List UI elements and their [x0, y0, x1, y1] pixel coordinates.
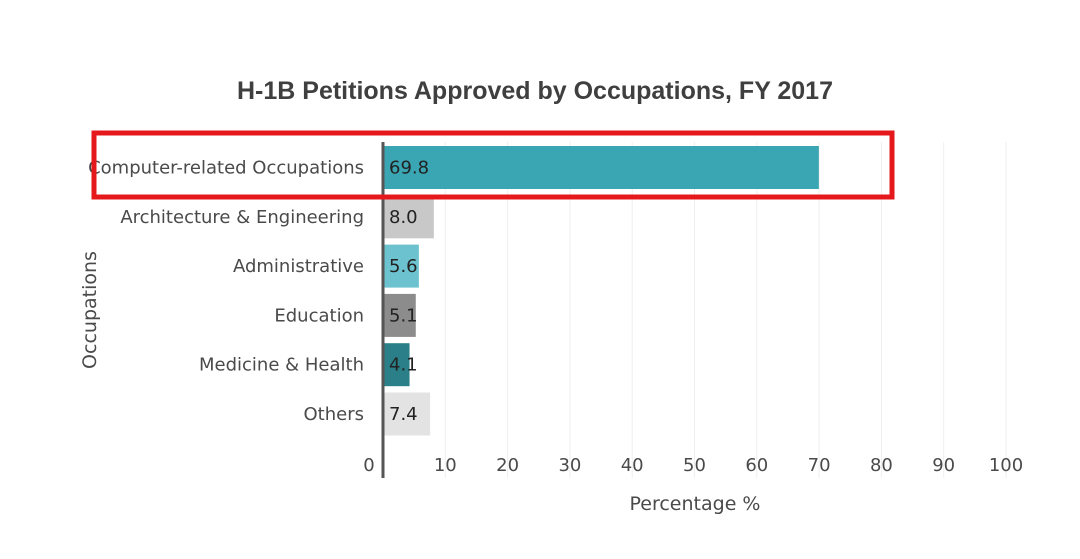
category-label: Architecture & Engineering: [120, 207, 364, 228]
category-label: Others: [304, 404, 365, 425]
x-tick-label: 10: [434, 455, 457, 476]
category-labels: Computer-related Occupations Architecture…: [88, 158, 364, 426]
data-label: 8.0: [389, 207, 418, 228]
category-label: Computer-related Occupations: [88, 158, 364, 179]
x-tick-label: 30: [558, 455, 581, 476]
x-tick-label: 90: [932, 455, 955, 476]
data-label: 4.1: [389, 355, 418, 376]
x-tick-label: 50: [683, 455, 706, 476]
x-axis-ticks: 0 10 20 30 40 50 60 70 80 90 100: [363, 455, 1023, 476]
x-tick-label: 100: [989, 455, 1023, 476]
bar: [384, 343, 410, 387]
x-tick-label: 40: [621, 455, 644, 476]
y-axis-title: Occupations: [79, 251, 101, 369]
data-label: 5.6: [389, 256, 418, 277]
x-tick-label: 0: [363, 455, 374, 476]
chart-title: H-1B Petitions Approved by Occupations, …: [237, 77, 833, 105]
x-tick-label: 80: [870, 455, 893, 476]
highlight-box: [91, 130, 895, 200]
x-axis-title: Percentage %: [630, 493, 761, 515]
bar: [384, 146, 819, 189]
bar: [384, 244, 419, 288]
bars: [384, 146, 819, 436]
x-tick-label: 70: [808, 455, 831, 476]
data-labels: 69.8 8.0 5.6 5.1 4.1 7.4: [389, 158, 429, 426]
category-label: Administrative: [233, 256, 364, 277]
data-label: 5.1: [389, 305, 418, 326]
x-tick-label: 60: [745, 455, 768, 476]
category-label: Education: [274, 305, 364, 326]
data-label: 7.4: [389, 404, 418, 425]
bar: [384, 195, 434, 239]
x-tick-label: 20: [496, 455, 519, 476]
data-label: 69.8: [389, 158, 429, 179]
bar: [384, 392, 431, 436]
bar: [384, 293, 416, 337]
category-label: Medicine & Health: [199, 355, 364, 376]
